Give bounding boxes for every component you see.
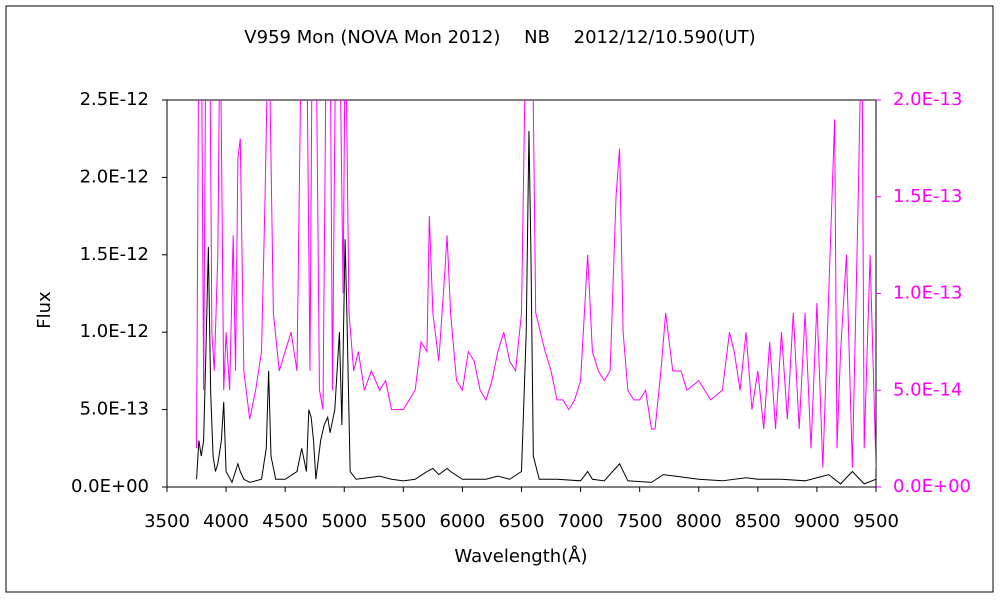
y-axis-label: Flux: [34, 291, 55, 329]
y2-tick-label: 2.0E-13: [893, 89, 962, 110]
x-tick-label: 6000: [440, 511, 486, 532]
x-tick-label: 7500: [617, 511, 663, 532]
y2-tick-label: 1.5E-13: [893, 186, 962, 207]
y2-tick-label: 1.0E-13: [893, 283, 962, 304]
x-tick-label: 6500: [499, 511, 545, 532]
chart-frame: [5, 5, 994, 593]
y-tick-label: 1.0E-12: [80, 321, 149, 342]
x-tick-label: 5500: [380, 511, 426, 532]
x-tick-label: 9000: [794, 511, 840, 532]
x-tick-label: 4000: [203, 511, 249, 532]
spectrum-line: [196, 100, 876, 468]
y2-tick-label: 5.0E-14: [893, 379, 962, 400]
x-tick-label: 8000: [676, 511, 722, 532]
x-tick-label: 4500: [262, 511, 308, 532]
y-tick-label: 2.0E-12: [80, 166, 149, 187]
chart-title: V959 Mon (NOVA Mon 2012) NB 2012/12/10.5…: [244, 27, 755, 48]
x-tick-label: 7000: [558, 511, 604, 532]
y-tick-label: 1.5E-12: [80, 244, 149, 265]
y-tick-label: 5.0E-13: [80, 399, 149, 420]
y2-tick-label: 0.0E+00: [893, 476, 971, 497]
y-tick-label: 0.0E+00: [71, 476, 149, 497]
x-tick-label: 9500: [853, 511, 899, 532]
y-tick-label: 2.5E-12: [80, 89, 149, 110]
x-axis-label: Wavelength(Å): [454, 545, 587, 567]
spectrum-line: [196, 130, 876, 485]
x-tick-label: 5000: [321, 511, 367, 532]
x-tick-label: 3500: [144, 511, 190, 532]
x-tick-label: 8500: [735, 511, 781, 532]
